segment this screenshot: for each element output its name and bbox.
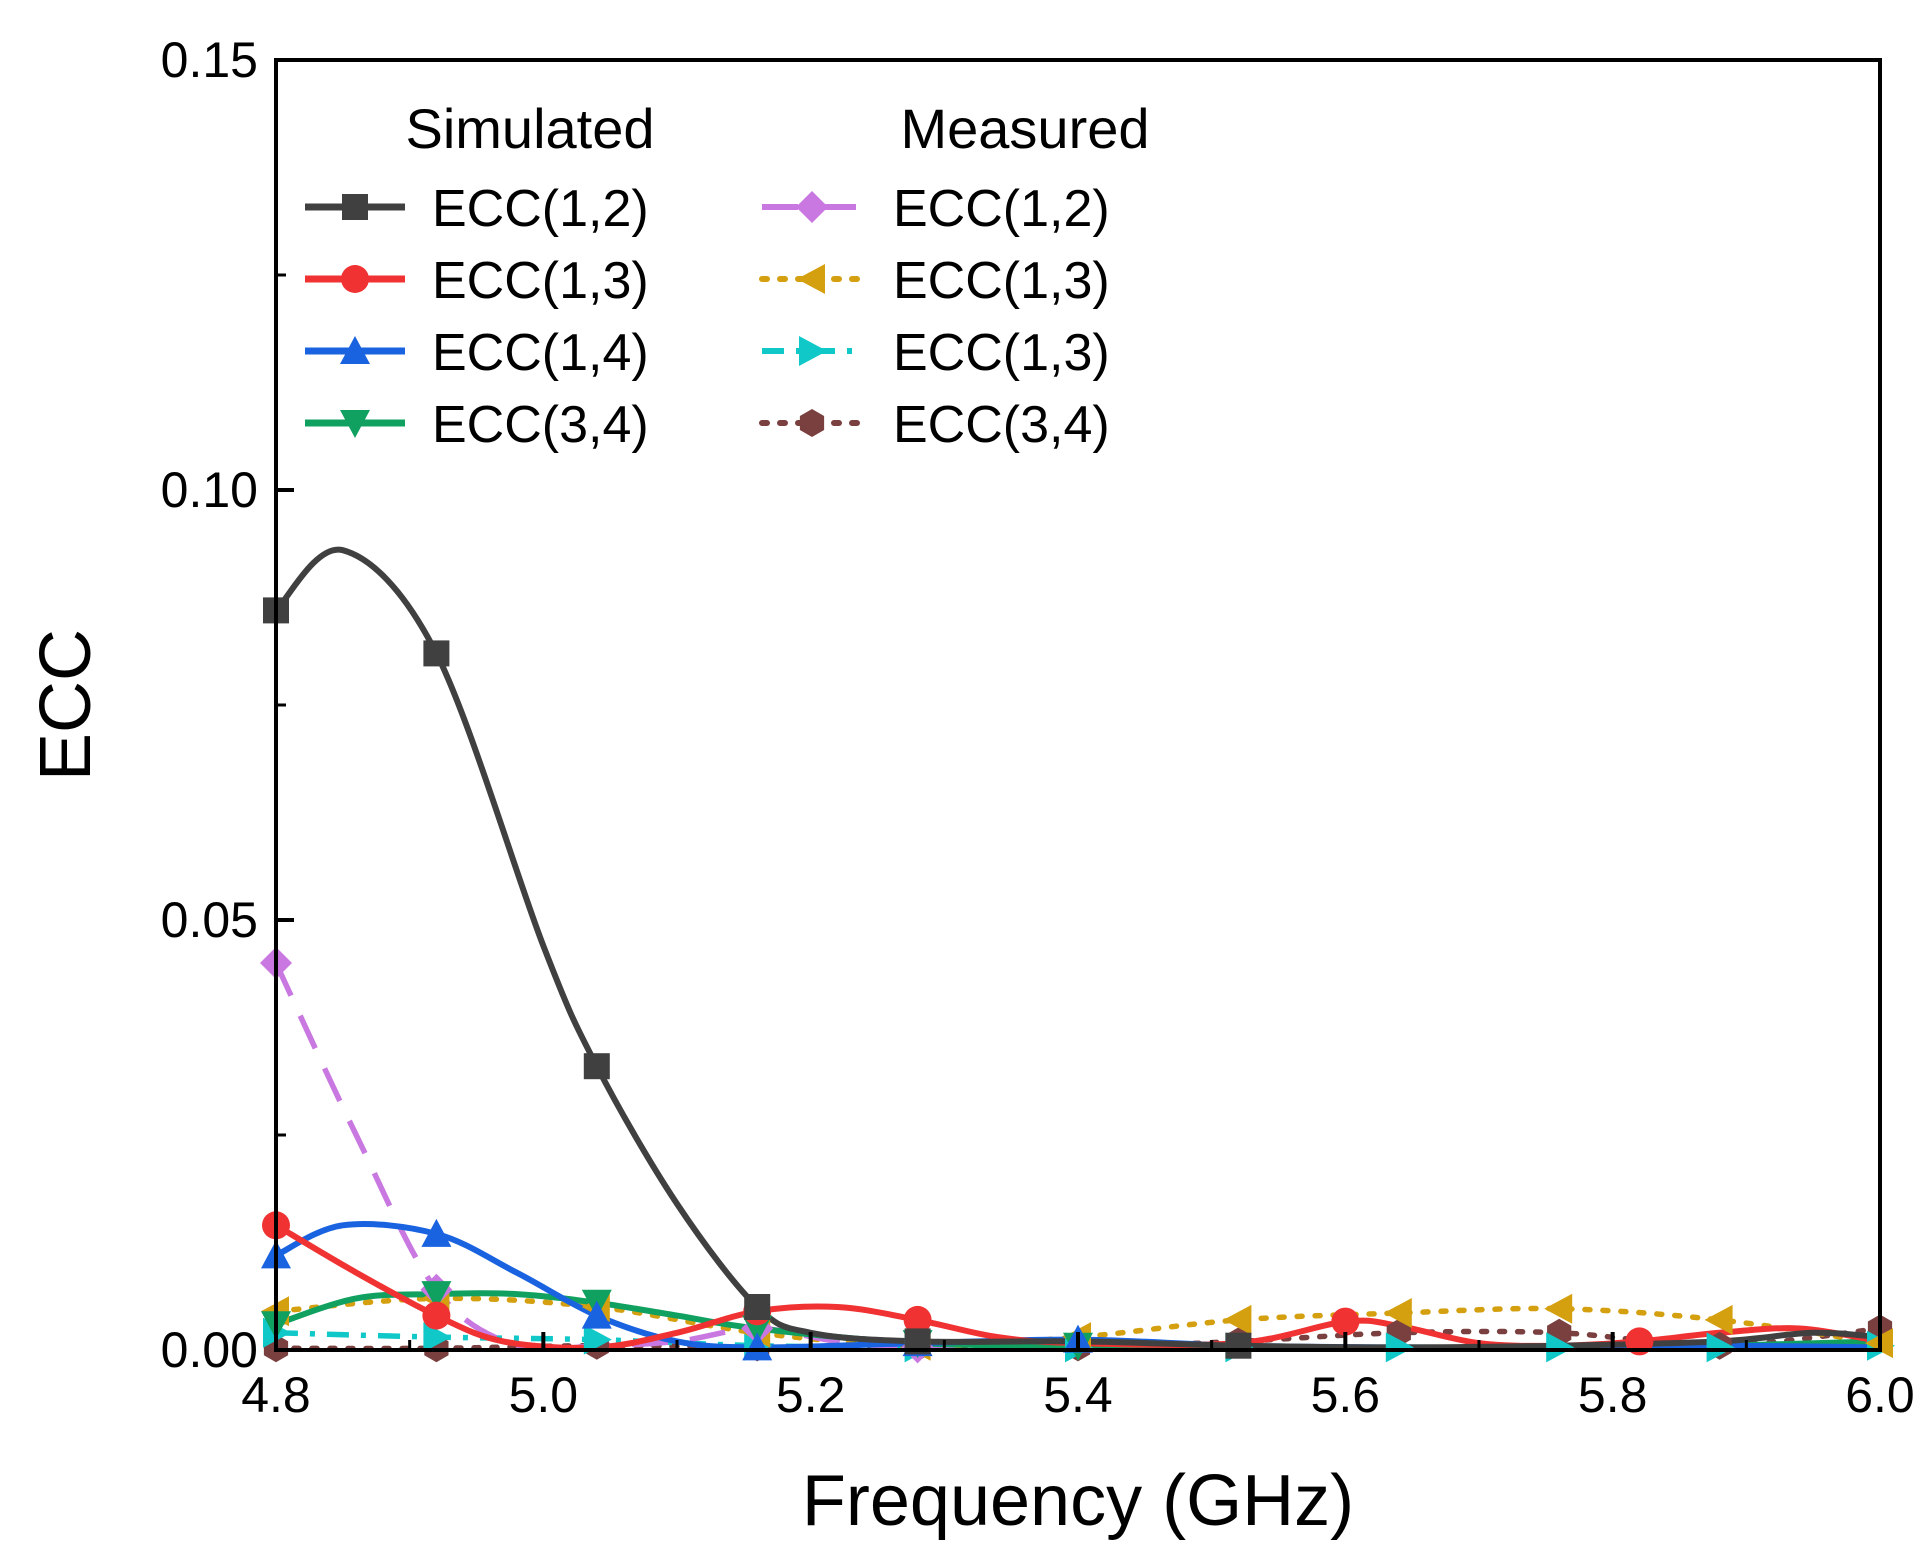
series-line-measured-5 — [276, 1295, 1880, 1349]
legend-label: ECC(3,4) — [432, 396, 649, 454]
data-point-5 — [1223, 1304, 1252, 1335]
x-tick-label: 5.4 — [1043, 1367, 1113, 1423]
data-point-2 — [421, 1218, 452, 1247]
y-tick-label: 0.00 — [161, 1322, 258, 1378]
data-point-5 — [1383, 1298, 1412, 1329]
legend-label: ECC(1,3) — [432, 252, 649, 310]
data-point-2 — [742, 1332, 773, 1361]
series-layer — [276, 546, 1880, 1350]
ticks-layer: 4.8 5.0 5.2 5.4 5.6 5.8 6.0 0.00 0.05 0.10 0.15 — [161, 32, 1915, 1423]
data-point-1 — [422, 1301, 451, 1330]
x-tick-label: 6.0 — [1845, 1367, 1915, 1423]
data-point-6 — [1706, 1332, 1735, 1363]
legend-swatch-marker — [340, 410, 370, 438]
legend-swatch-marker — [342, 194, 368, 220]
x-axis-title: Frequency (GHz) — [802, 1461, 1354, 1541]
data-point-5 — [1704, 1304, 1733, 1335]
data-point-0 — [583, 1053, 610, 1080]
data-point-6 — [423, 1322, 452, 1353]
data-point-6 — [1385, 1332, 1414, 1363]
y-axis-title: ECC — [26, 629, 106, 781]
data-point-1 — [1331, 1307, 1360, 1336]
data-point-3 — [421, 1281, 452, 1310]
legend-head-measured: Measured — [900, 97, 1149, 160]
legend-swatch-marker — [797, 264, 825, 294]
marker-layer — [260, 597, 1895, 1364]
legend-swatch-marker — [340, 336, 370, 364]
legend-swatch-marker — [341, 265, 369, 293]
legend: Simulated Measured ECC(1,2) ECC(1,3) ECC(1… — [305, 97, 1150, 454]
x-tick-label: 4.8 — [241, 1367, 311, 1423]
data-point-5 — [1544, 1293, 1573, 1324]
data-point-6 — [1546, 1332, 1575, 1363]
data-point-1 — [903, 1305, 932, 1334]
data-point-2 — [581, 1300, 612, 1329]
legend-label: ECC(1,3) — [893, 252, 1110, 310]
x-tick-label: 5.2 — [776, 1367, 846, 1423]
data-point-0 — [423, 640, 450, 667]
legend-swatch-marker — [799, 336, 827, 366]
data-point-6 — [583, 1324, 612, 1355]
x-tick-label: 5.8 — [1578, 1367, 1648, 1423]
legend-label: ECC(3,4) — [893, 396, 1110, 454]
legend-label: ECC(1,4) — [432, 324, 649, 382]
legend-label: ECC(1,3) — [893, 324, 1110, 382]
y-tick-label: 0.15 — [161, 32, 258, 88]
legend-label: ECC(1,2) — [893, 180, 1110, 238]
y-tick-label: 0.10 — [161, 462, 258, 518]
data-point-0 — [744, 1294, 771, 1320]
x-tick-label: 5.0 — [509, 1367, 579, 1423]
legend-swatch-marker — [796, 191, 828, 223]
legend-label: ECC(1,2) — [432, 180, 649, 238]
legend-head-simulated: Simulated — [405, 97, 654, 160]
x-tick-label: 5.6 — [1311, 1367, 1381, 1423]
series-line-simulated-0 — [276, 546, 1880, 1350]
legend-swatch-marker — [799, 409, 825, 437]
y-tick-label: 0.05 — [161, 892, 258, 948]
data-point-0 — [1225, 1332, 1252, 1359]
